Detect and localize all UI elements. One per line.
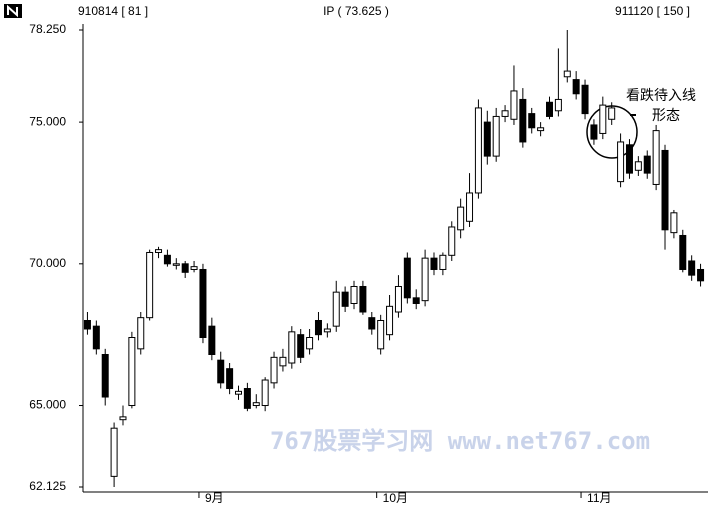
candle-body (661, 149, 669, 231)
candle-body (270, 356, 278, 384)
y-tick-label: 62.125 (29, 479, 66, 493)
candle-body (439, 254, 447, 270)
candle-body (368, 317, 376, 330)
candle-body (341, 291, 349, 307)
candle-body (101, 354, 109, 398)
candle-body (430, 257, 438, 270)
y-tick-label: 78.250 (29, 22, 66, 36)
candle-body (172, 263, 180, 266)
candle-body (608, 107, 616, 120)
header-center: IP ( 73.625 ) (323, 4, 389, 18)
candle-body (163, 254, 171, 265)
candle-body (421, 257, 429, 302)
candle-body (519, 98, 527, 143)
candle-body (652, 130, 660, 185)
candle-body (474, 107, 482, 194)
candle-body (350, 285, 358, 304)
candle-body (625, 144, 633, 174)
candle-body (697, 268, 705, 282)
candle-body (279, 356, 287, 367)
candle-body (688, 260, 696, 276)
candle-body (261, 379, 269, 407)
candle-body (306, 337, 314, 350)
x-tick-label: 11月 (587, 491, 611, 505)
annotation-line2: 形态 (652, 108, 680, 124)
candle-body (483, 121, 491, 157)
candle-body (146, 251, 154, 319)
annotation-line1: 看跌待入线 (626, 88, 696, 104)
logo-glyph (7, 4, 18, 18)
candle-body (590, 124, 598, 140)
candle-body (386, 305, 394, 336)
candle-body (679, 234, 687, 270)
candle-body (457, 206, 465, 231)
candle-body (208, 325, 216, 356)
candle-body (314, 319, 322, 336)
candle-body (226, 368, 234, 390)
candle-body (92, 325, 100, 350)
candle-body (181, 263, 189, 273)
candle-body (554, 98, 562, 112)
candle-body (323, 328, 331, 333)
candle-body (634, 161, 642, 171)
candle-body (377, 319, 385, 350)
candle-body (128, 337, 136, 407)
y-tick-label: 70.000 (29, 256, 66, 270)
candle-body (243, 388, 251, 409)
x-tick-label: 9月 (205, 491, 224, 505)
candle-body (537, 127, 545, 132)
header-left: 910814 [ 81 ] (78, 4, 148, 18)
candle-body (492, 115, 500, 157)
candle-body (235, 390, 242, 395)
candle-body (199, 268, 207, 339)
candle-body (581, 84, 589, 115)
candle-body (155, 249, 163, 253)
x-tick-label: 10月 (383, 491, 408, 505)
y-tick-label: 65.000 (29, 398, 66, 412)
candle-body (510, 90, 518, 120)
candle-body (670, 212, 678, 234)
candle-body (572, 79, 580, 95)
candle-body (332, 291, 340, 327)
candle-body (643, 155, 651, 174)
y-tick-label: 75.000 (29, 114, 66, 128)
candle-body (546, 101, 553, 117)
watermark: 767股票学习网 www.net767.com (270, 427, 650, 455)
candle-body (448, 226, 456, 256)
candle-body (288, 331, 296, 364)
candle-body (466, 192, 474, 222)
candle-body (501, 110, 509, 117)
candle-body (252, 402, 260, 407)
candle-body (119, 416, 127, 421)
candle-body (217, 359, 225, 384)
candle-body (403, 257, 411, 299)
candle-body (394, 285, 402, 313)
candle-body (297, 334, 305, 358)
candle-body (137, 317, 145, 350)
candle-body (563, 70, 571, 78)
candle-body (190, 266, 198, 270)
candle-body (83, 319, 91, 330)
candle-body (599, 104, 607, 134)
header-right: 911120 [ 150 ] (615, 4, 690, 18)
candle-body (359, 285, 367, 313)
candle-body (528, 113, 536, 129)
candle-body (110, 427, 118, 477)
candle-body (617, 141, 625, 183)
candle-body (412, 297, 420, 304)
